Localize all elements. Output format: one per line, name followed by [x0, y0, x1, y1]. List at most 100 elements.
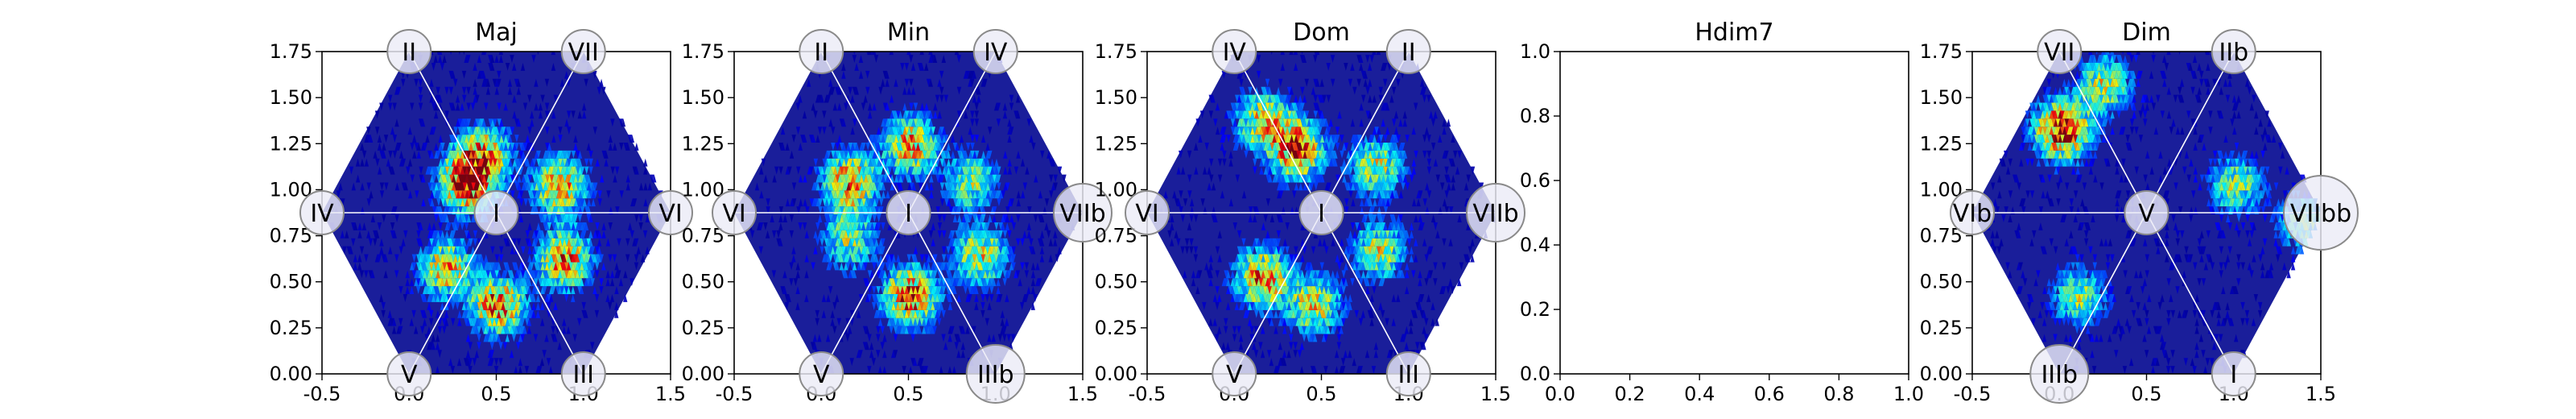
heat-cell: [1371, 366, 1377, 374]
heat-cell: [887, 142, 892, 151]
heat-cell: [1385, 262, 1390, 271]
heat-cell: [431, 262, 436, 271]
heat-cell: [969, 70, 975, 79]
heat-cell: [535, 366, 540, 374]
heat-cell: [1172, 190, 1177, 199]
heat-cell: [1377, 182, 1381, 191]
heat-cell: [1189, 246, 1194, 255]
heat-cell: [1374, 190, 1380, 199]
heat-cell: [842, 182, 847, 191]
heat-cell: [1235, 174, 1241, 183]
heat-cell: [859, 262, 864, 271]
heat-cell: [599, 254, 604, 263]
heat-cell: [1009, 214, 1014, 222]
y-tick-label: 0.50: [682, 271, 724, 293]
heat-cell: [494, 262, 499, 271]
heat-cell: [863, 94, 868, 103]
heat-cell: [1374, 262, 1379, 271]
heat-cell: [863, 166, 869, 175]
heat-cell: [1040, 150, 1045, 159]
heat-cell: [1401, 174, 1406, 183]
heat-cell: [514, 278, 519, 287]
heat-cell: [501, 270, 506, 279]
heat-cell: [828, 190, 834, 199]
heat-cell: [462, 166, 467, 175]
heat-cell: [577, 174, 583, 183]
heat-cell: [436, 309, 440, 318]
heat-cell: [507, 78, 513, 87]
heat-cell: [890, 135, 894, 143]
heat-cell: [1015, 270, 1021, 279]
heat-cell: [878, 86, 883, 95]
heat-cell: [418, 270, 423, 279]
heat-cell: [1245, 309, 1250, 318]
heat-cell: [911, 254, 916, 263]
heat-cell: [1383, 262, 1388, 271]
heat-cell: [898, 309, 902, 318]
heat-cell: [466, 150, 472, 159]
heat-cell: [586, 270, 591, 279]
heat-cell: [1248, 270, 1253, 279]
heat-cell: [1330, 278, 1335, 287]
heat-cell: [447, 182, 452, 191]
heat-cell: [1326, 270, 1331, 279]
heat-cell: [952, 262, 957, 271]
heat-cell: [948, 166, 953, 175]
heat-cell: [844, 102, 848, 111]
heat-cell: [1189, 238, 1194, 247]
heat-cell: [501, 294, 506, 302]
heat-cell: [948, 182, 954, 191]
heat-cell: [544, 238, 550, 247]
heat-cell: [1293, 350, 1298, 359]
heat-cell: [798, 198, 803, 207]
heat-cell: [401, 238, 406, 247]
heat-cell: [364, 158, 369, 167]
heat-cell: [463, 358, 469, 367]
heat-cell: [451, 254, 456, 263]
heat-cell: [577, 246, 582, 255]
heat-cell: [959, 278, 964, 287]
heat-cell: [484, 254, 489, 263]
heat-cell: [900, 127, 906, 135]
heat-cell: [1345, 301, 1351, 310]
heat-cell: [510, 294, 514, 302]
heat-cell: [1318, 238, 1323, 247]
heat-cell: [514, 317, 518, 326]
heat-cell: [434, 150, 439, 159]
heat-cell: [1267, 286, 1272, 295]
heat-cell: [553, 230, 559, 239]
heat-cell: [836, 86, 842, 95]
heat-cell: [438, 230, 443, 239]
heat-cell: [461, 294, 467, 302]
heat-cell: [867, 52, 872, 56]
heat-cell: [933, 110, 938, 119]
heat-cell: [547, 222, 552, 230]
heat-cell: [580, 198, 585, 207]
heat-cell: [894, 166, 899, 175]
heat-cell: [960, 190, 964, 199]
heat-cell: [499, 135, 504, 143]
heat-cell: [488, 270, 493, 279]
heat-cell: [1430, 317, 1435, 326]
heat-cell: [437, 294, 443, 302]
heat-cell: [558, 198, 564, 207]
heat-cell: [440, 158, 445, 167]
heat-cell: [972, 174, 977, 183]
heat-cell: [900, 270, 905, 279]
heat-cell: [878, 301, 883, 310]
heat-cell: [1274, 278, 1279, 287]
heat-cell: [525, 158, 530, 167]
heat-cell: [429, 174, 435, 183]
heat-cell: [924, 135, 929, 143]
heat-cell: [815, 166, 820, 175]
heat-cell: [1339, 366, 1344, 374]
heat-cell: [928, 270, 933, 279]
heat-cell: [1299, 342, 1305, 351]
heat-cell: [457, 254, 463, 263]
heat-cell: [551, 174, 556, 183]
heat-cell: [484, 262, 489, 271]
heat-cell: [488, 301, 493, 310]
heat-cell: [497, 278, 502, 287]
heat-cell: [892, 166, 897, 175]
heat-cell: [987, 270, 993, 279]
